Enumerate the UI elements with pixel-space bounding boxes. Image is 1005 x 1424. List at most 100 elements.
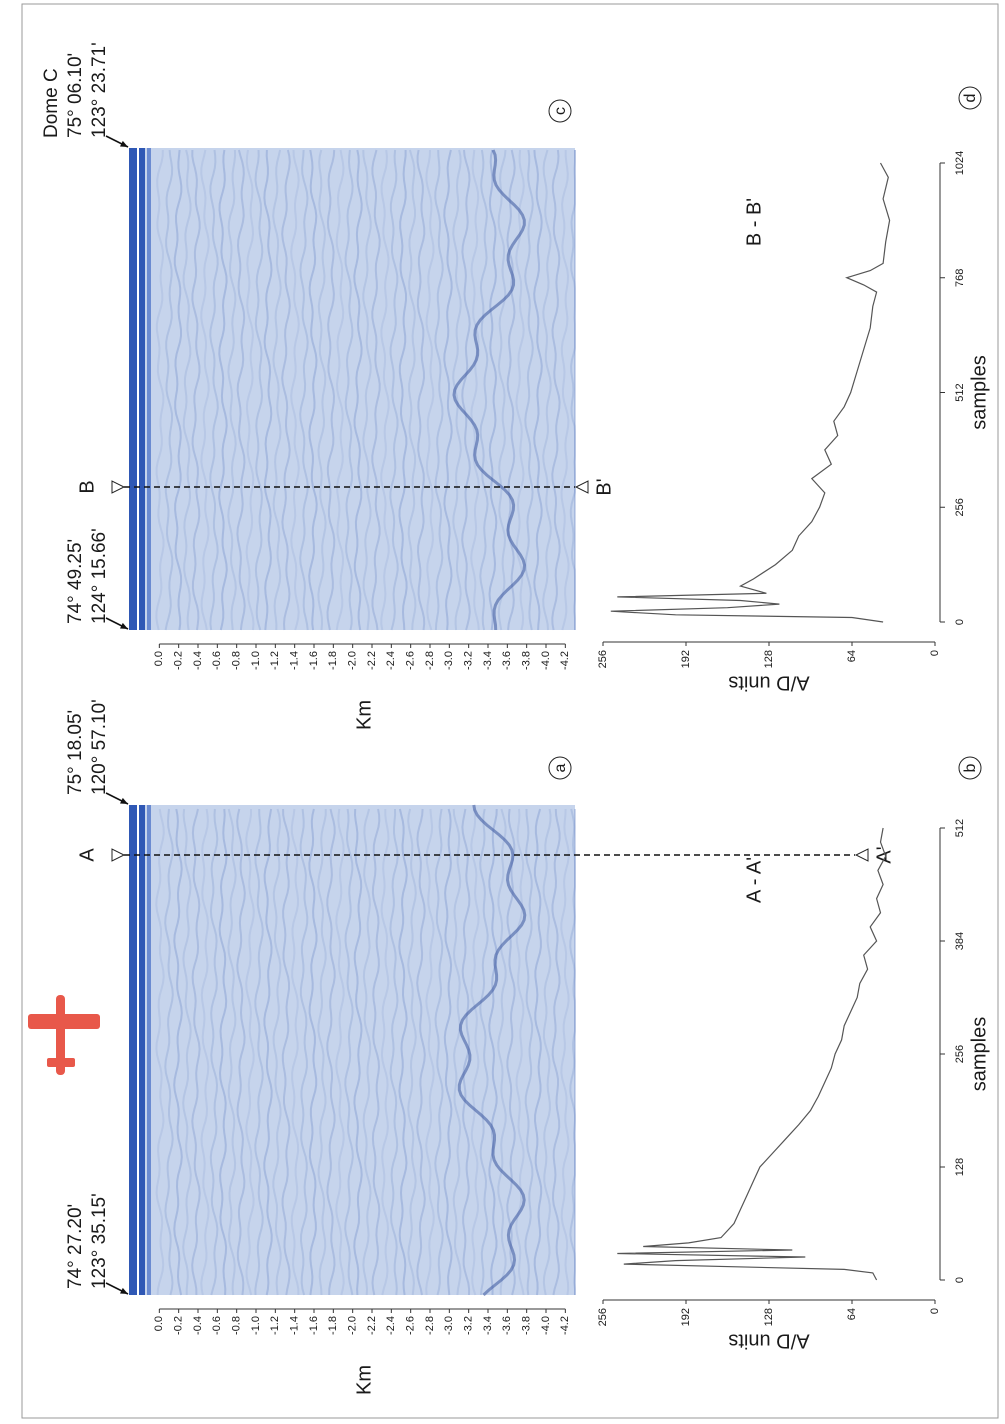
coordinate-label: 75° 18.05' <box>65 710 86 795</box>
radar-layer <box>200 808 210 1296</box>
coordinate-label: Dome C <box>41 68 62 138</box>
y-tick-label: -2.4 <box>385 651 397 670</box>
arrow-head <box>120 622 128 629</box>
radar-layer <box>551 149 561 631</box>
radar-layer <box>254 149 264 631</box>
radar-layer <box>182 149 192 631</box>
coordinate-label: 75° 06.10' <box>65 53 86 138</box>
y-tick-label: -1.8 <box>327 651 339 670</box>
y-axis-label: A/D units <box>728 672 809 694</box>
y-tick-label: -4.0 <box>540 651 552 670</box>
surface-band <box>129 805 137 1295</box>
radar-layer <box>560 808 570 1296</box>
radar-layer <box>425 808 435 1296</box>
radar-layer <box>533 149 543 631</box>
y-tick-label: -2.0 <box>347 1316 359 1335</box>
radar-layer <box>542 808 552 1296</box>
radar-layer <box>362 149 372 631</box>
y-tick-label: -0.8 <box>231 1316 243 1335</box>
radar-layer <box>173 149 183 631</box>
x-tick-label: 1024 <box>954 151 966 175</box>
radar-layer <box>236 149 246 631</box>
y-tick-label: 64 <box>846 650 858 662</box>
y-tick-label: 256 <box>597 1308 609 1326</box>
coordinate-label: 74° 27.20' <box>65 1204 86 1289</box>
panel-letter-circle <box>958 86 982 110</box>
coordinate-label: 124° 15.66' <box>89 528 110 624</box>
surface-band <box>147 805 151 1295</box>
y-tick-label: -2.6 <box>405 651 417 670</box>
radar-layer <box>245 809 255 1296</box>
radar-layer <box>299 808 309 1296</box>
radar-layer <box>227 149 237 631</box>
radar-layer <box>155 808 165 1296</box>
coordinate-label: 120° 57.10' <box>89 699 110 795</box>
radar-layer <box>272 149 282 631</box>
section-label: B' <box>593 478 615 495</box>
radar-layer <box>479 149 489 631</box>
arrow-head <box>120 797 128 804</box>
surface-band <box>139 148 145 630</box>
section-label: A' <box>873 846 895 863</box>
radar-layer <box>425 149 435 631</box>
radar-layer <box>164 149 174 631</box>
radar-layer <box>281 149 291 631</box>
radar-layer <box>488 149 498 631</box>
y-tick-label: -1.2 <box>269 651 281 670</box>
radar-layer <box>326 808 336 1296</box>
radar-layer <box>200 149 210 631</box>
y-tick-label: -4.0 <box>540 1316 552 1335</box>
radar-layer <box>344 808 354 1296</box>
y-tick-label: -1.4 <box>289 1316 301 1335</box>
y-tick-label: -0.2 <box>173 651 185 670</box>
y-tick-label: -3.8 <box>521 651 533 670</box>
x-tick-label: 384 <box>954 932 966 950</box>
arrow-head <box>120 140 128 147</box>
y-axis-label: Km <box>353 1365 375 1395</box>
panel-letter: d <box>962 94 979 103</box>
page-frame <box>21 3 999 1419</box>
y-tick-label: -2.2 <box>366 1316 378 1335</box>
radar-layer <box>380 809 390 1296</box>
radar-layer <box>560 150 570 631</box>
y-tick-label: -3.2 <box>463 651 475 670</box>
x-axis-label: samples <box>968 355 990 429</box>
radar-layer <box>569 808 576 1295</box>
radar-layer <box>353 149 363 631</box>
radar-layer <box>542 149 552 631</box>
x-tick-label: 0 <box>954 619 966 625</box>
surface-band <box>129 148 137 630</box>
radar-layer <box>344 149 354 631</box>
radar-layer <box>362 808 372 1296</box>
radar-layer <box>569 150 576 630</box>
x-tick-label: 128 <box>954 1158 966 1176</box>
x-tick-label: 512 <box>954 383 966 401</box>
radar-layer <box>155 149 165 631</box>
x-tick-label: 768 <box>954 269 966 287</box>
radargram-image <box>140 805 575 1295</box>
y-tick-label: -3.8 <box>521 1316 533 1335</box>
radar-layer <box>389 808 399 1296</box>
x-tick-label: 256 <box>954 498 966 516</box>
y-tick-label: -1.0 <box>250 1316 262 1335</box>
radar-layer <box>308 808 318 1296</box>
y-tick-label: 0 <box>929 1308 941 1314</box>
radar-layer <box>254 808 264 1296</box>
radar-layer <box>443 808 453 1296</box>
radar-layer <box>497 149 507 631</box>
radar-layer <box>407 808 417 1296</box>
radar-layer <box>479 808 489 1296</box>
figure: 0.0 -0.2 -0.4 -0.6 -0.8 -1.0 -1.2 -1.4 -1.6 -1.8-… <box>28 42 990 1395</box>
section-title: B - B' <box>743 198 765 246</box>
y-tick-label: -0.6 <box>211 1316 223 1335</box>
panel-letter-circle <box>548 99 572 123</box>
y-tick-label: -3.6 <box>501 651 513 670</box>
coordinate-label: 123° 35.15' <box>89 1193 110 1289</box>
radar-layer <box>182 808 192 1295</box>
radar-layer <box>245 149 255 631</box>
radar-layer <box>434 808 444 1296</box>
radar-layer <box>470 808 480 1296</box>
radar-layer <box>443 149 453 631</box>
y-tick-label: -3.6 <box>501 1316 513 1335</box>
